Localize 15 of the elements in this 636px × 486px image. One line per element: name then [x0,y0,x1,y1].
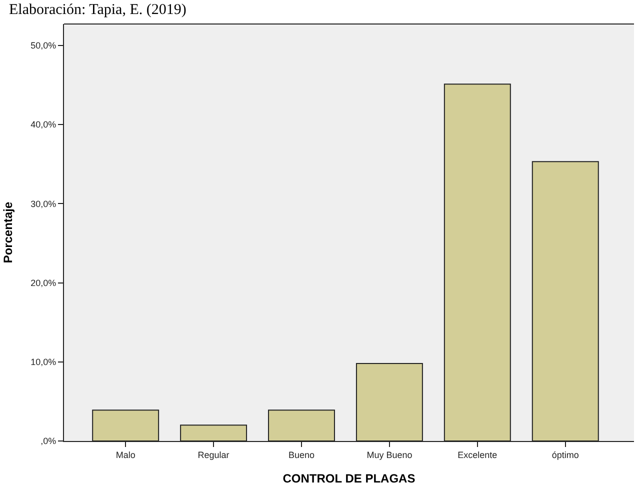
y-tick-label: 50,0% [30,40,56,51]
y-tick-label: 10,0% [30,357,56,368]
x-tick-label: Malo [116,450,136,460]
x-tick-label: Excelente [458,450,498,460]
x-axis-title: CONTROL DE PLAGAS [282,472,416,486]
y-tick-label: ,0% [40,436,56,446]
y-tick-label: 20,0% [30,278,56,288]
x-tick-label: Bueno [288,450,315,460]
x-tick-label: Regular [198,450,230,460]
y-axis-title: Porcentaje [0,201,15,264]
x-tick-label: óptimo [552,450,579,460]
x-tick-label: Muy Bueno [366,450,412,460]
y-tick-label: 30,0% [30,198,56,209]
text: Elaboración: Tapia, E. (2019) [9,2,186,18]
y-tick-label: 40,0% [30,120,56,130]
